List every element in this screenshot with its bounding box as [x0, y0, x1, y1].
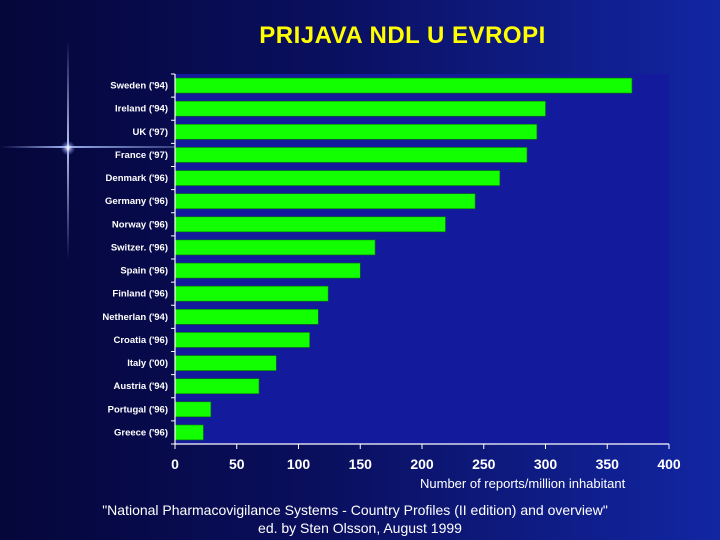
- bar: [174, 378, 260, 394]
- x-tick-label: 350: [596, 456, 620, 472]
- slide-title: PRIJAVA NDL U EVROPI: [259, 22, 546, 49]
- category-label: Finland ('96): [112, 289, 168, 300]
- category-label: Norway ('96): [112, 219, 168, 230]
- x-tick-label: 50: [229, 456, 245, 472]
- bar: [174, 355, 277, 371]
- x-tick-label: 250: [472, 456, 496, 472]
- x-tick-label: 300: [534, 456, 558, 472]
- bar: [174, 216, 446, 233]
- labels-group: Sweden ('94) Ireland ('94) UK ('97) France …: [102, 81, 681, 472]
- source-editor: ed. by Sten Olsson, August 1999: [258, 520, 462, 536]
- bar: [174, 124, 538, 140]
- axes-group: [171, 73, 670, 449]
- bar: [174, 147, 528, 163]
- bar: [174, 77, 633, 94]
- category-label: Italy ('00): [127, 358, 168, 369]
- background-glow-horizontal: [0, 146, 230, 148]
- bar: [174, 424, 204, 441]
- source-citation: "National Pharmacovigilance Systems - Co…: [102, 502, 608, 518]
- bar: [174, 285, 329, 302]
- category-label: Austria ('94): [113, 381, 168, 392]
- category-label: Sweden ('94): [110, 81, 168, 92]
- bar: [174, 401, 212, 418]
- x-tick-label: 400: [657, 456, 681, 472]
- background-sparkle: [61, 141, 75, 155]
- category-label: France ('97): [115, 150, 168, 161]
- bar: [174, 262, 361, 279]
- x-tick-label: 150: [349, 456, 373, 472]
- bar: [174, 100, 546, 117]
- bar: [174, 170, 501, 186]
- category-label: UK ('97): [132, 127, 168, 138]
- category-label: Portugal ('96): [108, 404, 168, 415]
- bars-group: [174, 77, 633, 441]
- x-tick-label: 200: [410, 456, 434, 472]
- category-label: Germany ('96): [105, 196, 168, 207]
- category-label: Spain ('96): [120, 266, 168, 277]
- x-tick-label: 100: [287, 456, 311, 472]
- category-label: Netherlan ('94): [102, 312, 168, 323]
- bar: [174, 239, 376, 256]
- category-label: Denmark ('96): [106, 173, 168, 184]
- category-label: Greece ('96): [114, 427, 168, 438]
- category-label: Croatia ('96): [113, 335, 168, 346]
- bar: [174, 332, 310, 348]
- x-axis-title: Number of reports/million inhabitant: [420, 476, 626, 491]
- category-label: Switzer. ('96): [111, 242, 168, 253]
- bar: [174, 193, 476, 209]
- bar: [174, 309, 319, 325]
- category-label: Ireland ('94): [115, 104, 168, 115]
- x-tick-label: 0: [171, 456, 179, 472]
